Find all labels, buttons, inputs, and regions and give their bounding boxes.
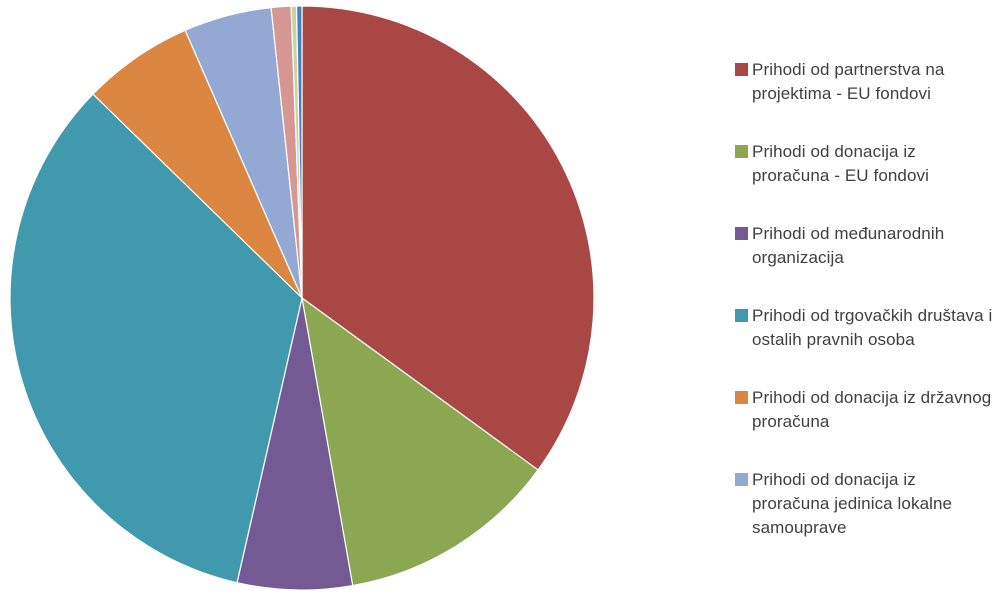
legend-item-2: Prihodi od donacija iz proračuna - EU fo… bbox=[735, 140, 997, 188]
legend-swatch-4 bbox=[735, 309, 748, 322]
legend-item-3: Prihodi od međunarodnih organizacija bbox=[735, 222, 997, 270]
legend-label-5: Prihodi od donacija iz državnog proračun… bbox=[752, 388, 992, 431]
legend-swatch-1 bbox=[735, 63, 748, 76]
legend-swatch-5 bbox=[735, 391, 748, 404]
legend-swatch-3 bbox=[735, 227, 748, 240]
legend-item-6: Prihodi od donacija iz proračuna jedinic… bbox=[735, 468, 997, 540]
legend-item-1: Prihodi od partnerstva na projektima - E… bbox=[735, 58, 997, 106]
legend-label-4: Prihodi od trgovačkih društava i ostalih… bbox=[752, 306, 993, 349]
legend-label-3: Prihodi od međunarodnih organizacija bbox=[752, 224, 945, 267]
legend-label-6: Prihodi od donacija iz proračuna jedinic… bbox=[752, 470, 953, 537]
pie-plot-area bbox=[9, 5, 595, 591]
legend-label-1: Prihodi od partnerstva na projektima - E… bbox=[752, 60, 945, 103]
legend-item-4: Prihodi od trgovačkih društava i ostalih… bbox=[735, 304, 997, 352]
legend-label-2: Prihodi od donacija iz proračuna - EU fo… bbox=[752, 142, 930, 185]
legend-swatch-2 bbox=[735, 145, 748, 158]
pie-slice-3 bbox=[236, 297, 354, 591]
pie-slice-2 bbox=[301, 297, 539, 587]
legend-item-5: Prihodi od donacija iz državnog proračun… bbox=[735, 386, 997, 434]
pie-slice-4 bbox=[9, 93, 303, 584]
pie-slice-1 bbox=[301, 5, 595, 471]
pie-slice-9 bbox=[295, 5, 303, 299]
legend-swatch-6 bbox=[735, 473, 748, 486]
